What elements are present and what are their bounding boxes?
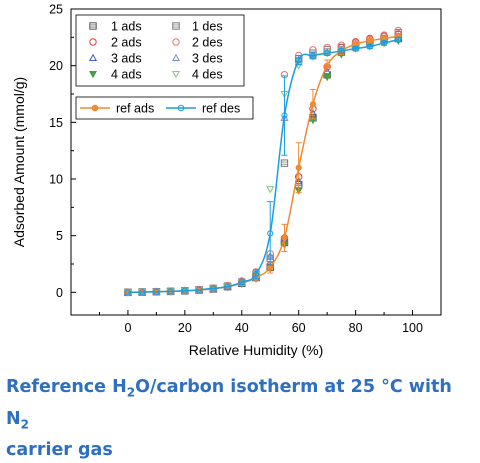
data-point	[366, 37, 373, 44]
legend-box	[75, 14, 245, 87]
data-point	[167, 288, 174, 295]
data-point	[338, 47, 345, 55]
y-tick-label: 25	[49, 3, 63, 17]
legend-label: 2 des	[192, 36, 223, 50]
legend-label: 3 ads	[111, 52, 142, 66]
data-point	[380, 39, 388, 47]
legend-marker	[91, 104, 99, 112]
data-point	[352, 45, 359, 52]
data-point	[366, 43, 373, 50]
axis-ticks: 0 20 40 60 80 100 0 5 10 15 20 25	[49, 3, 423, 336]
y-tick-label: 0	[56, 286, 63, 300]
data-point	[280, 159, 289, 167]
y-tick-label: 5	[56, 229, 63, 243]
x-tick-label: 20	[178, 321, 192, 335]
y-tick-label: 20	[49, 59, 63, 73]
legend-marker	[177, 104, 185, 112]
data-point	[181, 287, 188, 294]
legend-marker	[172, 38, 180, 46]
x-tick-label: 40	[235, 321, 249, 335]
data-point	[324, 50, 331, 57]
caption-line-1: Reference H2O/carbon isotherm at 25 °C w…	[6, 374, 476, 437]
data-point	[295, 56, 302, 64]
data-point	[195, 286, 203, 293]
legend-label: 1 ads	[111, 20, 142, 34]
legend-label: 2 ads	[111, 36, 142, 50]
data-point	[395, 36, 402, 43]
data-point	[281, 112, 288, 119]
data-point	[266, 186, 275, 194]
data-point	[153, 288, 160, 295]
x-tick-label: 0	[124, 321, 131, 335]
legend-label: 4 ads	[111, 68, 142, 82]
data-point	[124, 289, 132, 296]
data-point	[295, 164, 302, 171]
ref-legend-box	[75, 96, 254, 120]
series-ref-des	[124, 36, 402, 296]
data-marks	[123, 26, 403, 297]
caption-line-2: carrier gas	[6, 440, 113, 460]
caption-text-b: O/carbon isotherm at 25 °C with N	[6, 377, 452, 429]
x-axis-label: Relative Humidity (%)	[189, 342, 324, 358]
y-axis-label: Adsorbed Amount (mmol/g)	[11, 77, 27, 247]
legend-marker	[88, 53, 98, 62]
y-tick-label: 15	[49, 116, 63, 130]
x-tick-label: 60	[292, 321, 306, 335]
caption-sub-1: 2	[126, 385, 136, 400]
data-point	[139, 288, 146, 296]
legend-marker	[172, 22, 180, 30]
legend-marker	[89, 38, 97, 46]
legend-marker	[171, 53, 181, 62]
y-tick-label: 10	[49, 173, 63, 187]
data-point	[324, 62, 331, 69]
x-tick-label: 100	[402, 321, 423, 335]
legend-label: ref ads	[116, 102, 154, 116]
isotherm-chart: 0 20 40 60 80 100 0 5 10 15 20 25 Relative Humidity…	[11, 3, 442, 358]
data-point	[252, 271, 260, 278]
legend-marker	[89, 22, 97, 30]
caption-sub-2: 2	[20, 417, 30, 431]
legend-label: 3 des	[192, 52, 223, 66]
legend-label: ref des	[202, 102, 240, 116]
data-point	[210, 285, 217, 292]
legend-marker	[88, 70, 98, 79]
data-point	[309, 101, 317, 108]
data-point	[281, 234, 288, 242]
data-point	[309, 52, 317, 59]
data-point	[323, 73, 332, 82]
data-point	[238, 279, 245, 286]
plot-frame	[70, 8, 442, 316]
data-point	[224, 283, 231, 290]
series-line	[127, 38, 399, 294]
legend: 1 ads 2 ads 3 ads 4 ads 1 des 2 des 3 des 4 des…	[75, 14, 254, 120]
caption-text-a: Reference H	[6, 377, 127, 397]
figure-caption: Reference H2O/carbon isotherm at 25 °C w…	[6, 374, 476, 463]
legend-label: 4 des	[192, 68, 223, 82]
data-point	[267, 230, 274, 237]
legend-label: 1 des	[192, 20, 223, 34]
legend-marker	[171, 70, 181, 79]
x-tick-label: 80	[349, 321, 363, 335]
